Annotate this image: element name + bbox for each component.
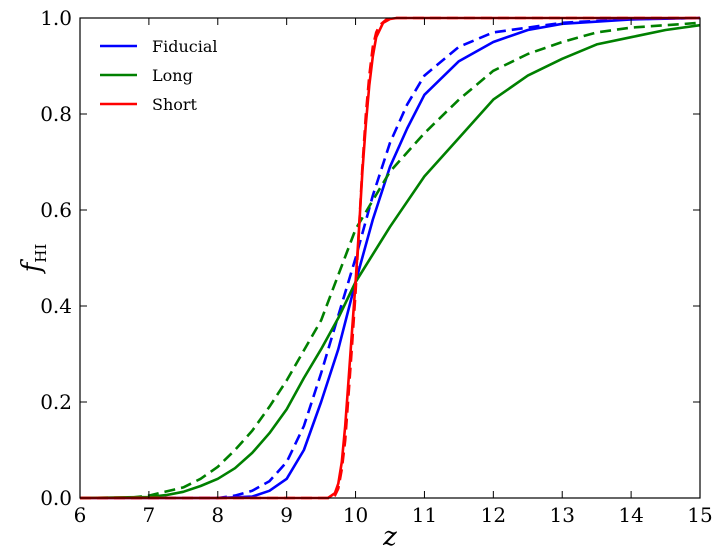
y-tick-label: 0.0 — [40, 486, 72, 510]
legend-label-short: Short — [152, 95, 198, 114]
series-line-long-dashed — [79, 21, 701, 500]
series-line-long-solid — [79, 23, 701, 500]
x-tick-label: 6 — [74, 503, 87, 527]
y-tick-label: 0.6 — [40, 198, 72, 222]
legend: Fiducial Long Short — [100, 37, 218, 114]
x-tick-label: 7 — [143, 503, 156, 527]
series-line-short-dashed — [80, 16, 700, 500]
legend-label-fiducial: Fiducial — [152, 37, 218, 56]
ticks-layer: 6 7 8 9 10 11 12 13 14 15 0.0 0.2 0.4 0.6 0.8 1.0 — [40, 6, 713, 527]
y-tick-label: 0.4 — [40, 294, 72, 318]
series-line-fiducial-dashed — [80, 16, 701, 500]
plot-frame — [79, 17, 701, 499]
y-axis-label: fHI — [17, 244, 50, 275]
x-tick-label: 9 — [280, 503, 293, 527]
y-tick-label: 0.8 — [40, 102, 72, 126]
x-tick-label: 13 — [549, 503, 574, 527]
series-layer — [79, 16, 701, 500]
series-line-short-solid — [80, 16, 700, 500]
y-tick-label: 0.2 — [40, 390, 72, 414]
x-tick-label: 12 — [481, 503, 506, 527]
x-tick-label: 8 — [211, 503, 224, 527]
x-tick-label: 10 — [343, 503, 368, 527]
y-tick-label: 1.0 — [40, 6, 72, 30]
x-axis-label: z — [382, 522, 397, 551]
legend-label-long: Long — [152, 66, 193, 85]
series-line-fiducial-solid — [80, 16, 701, 500]
x-tick-label: 14 — [618, 503, 643, 527]
x-tick-label: 11 — [412, 503, 437, 527]
x-tick-label: 15 — [687, 503, 712, 527]
y-axis-label-sub: HI — [32, 244, 50, 263]
